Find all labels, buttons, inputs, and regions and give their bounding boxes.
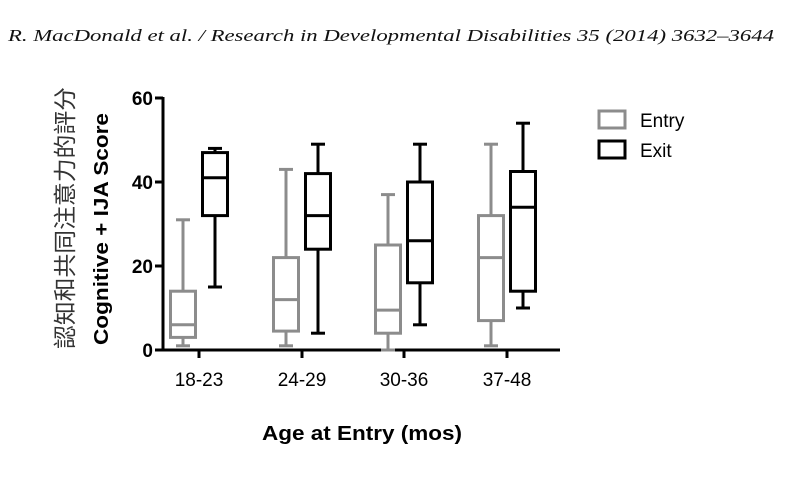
x-tick-label: 37-48 xyxy=(483,370,532,391)
plot-area xyxy=(169,121,537,352)
x-tick-label: 24-29 xyxy=(278,370,327,391)
entry-box-plot-18-23 xyxy=(169,218,197,348)
exit-iqr-box-24-29 xyxy=(304,172,332,251)
exit-box-plot-18-23 xyxy=(201,146,229,289)
y-tick-label: 60 xyxy=(132,89,153,110)
y-tick-label: 20 xyxy=(132,257,153,278)
exit-box-plot-37-48 xyxy=(509,121,537,310)
legend: Entry Exit xyxy=(597,109,685,162)
x-tick-label: 30-36 xyxy=(380,370,429,391)
entry-iqr-box-24-29 xyxy=(272,256,300,333)
entry-box-plot-24-29 xyxy=(272,167,300,348)
y-axis-ticks: 0 20 40 60 xyxy=(132,89,163,362)
x-axis-label: Age at Entry (mos) xyxy=(262,423,462,445)
exit-iqr-box-37-48 xyxy=(509,170,537,293)
exit-box-plot-24-29 xyxy=(304,142,332,335)
y-tick-label: 40 xyxy=(132,173,153,194)
exit-box-plot-30-36 xyxy=(406,142,434,327)
entry-iqr-box-18-23 xyxy=(169,289,197,339)
y-tick-label: 0 xyxy=(142,341,153,362)
entry-box-plot-37-48 xyxy=(477,142,505,348)
legend-swatch-entry xyxy=(597,109,627,130)
legend-label-entry: Entry xyxy=(640,111,685,132)
exit-iqr-box-18-23 xyxy=(201,151,229,218)
legend-label-exit: Exit xyxy=(640,141,672,162)
legend-swatch-exit xyxy=(597,139,627,160)
entry-box-plot-30-36 xyxy=(374,193,402,352)
running-head: R. MacDonald et al. / Research in Develo… xyxy=(7,26,775,45)
x-axis-ticks: 18-23 24-29 30-36 37-48 xyxy=(175,350,532,391)
exit-iqr-box-30-36 xyxy=(406,180,434,285)
entry-iqr-box-30-36 xyxy=(374,243,402,335)
y-axis-label: Cognitive + IJA Score xyxy=(91,113,113,345)
side-annotation: 認知和共同注意力的評分 xyxy=(53,87,79,349)
x-tick-label: 18-23 xyxy=(175,370,224,391)
entry-iqr-box-37-48 xyxy=(477,214,505,323)
